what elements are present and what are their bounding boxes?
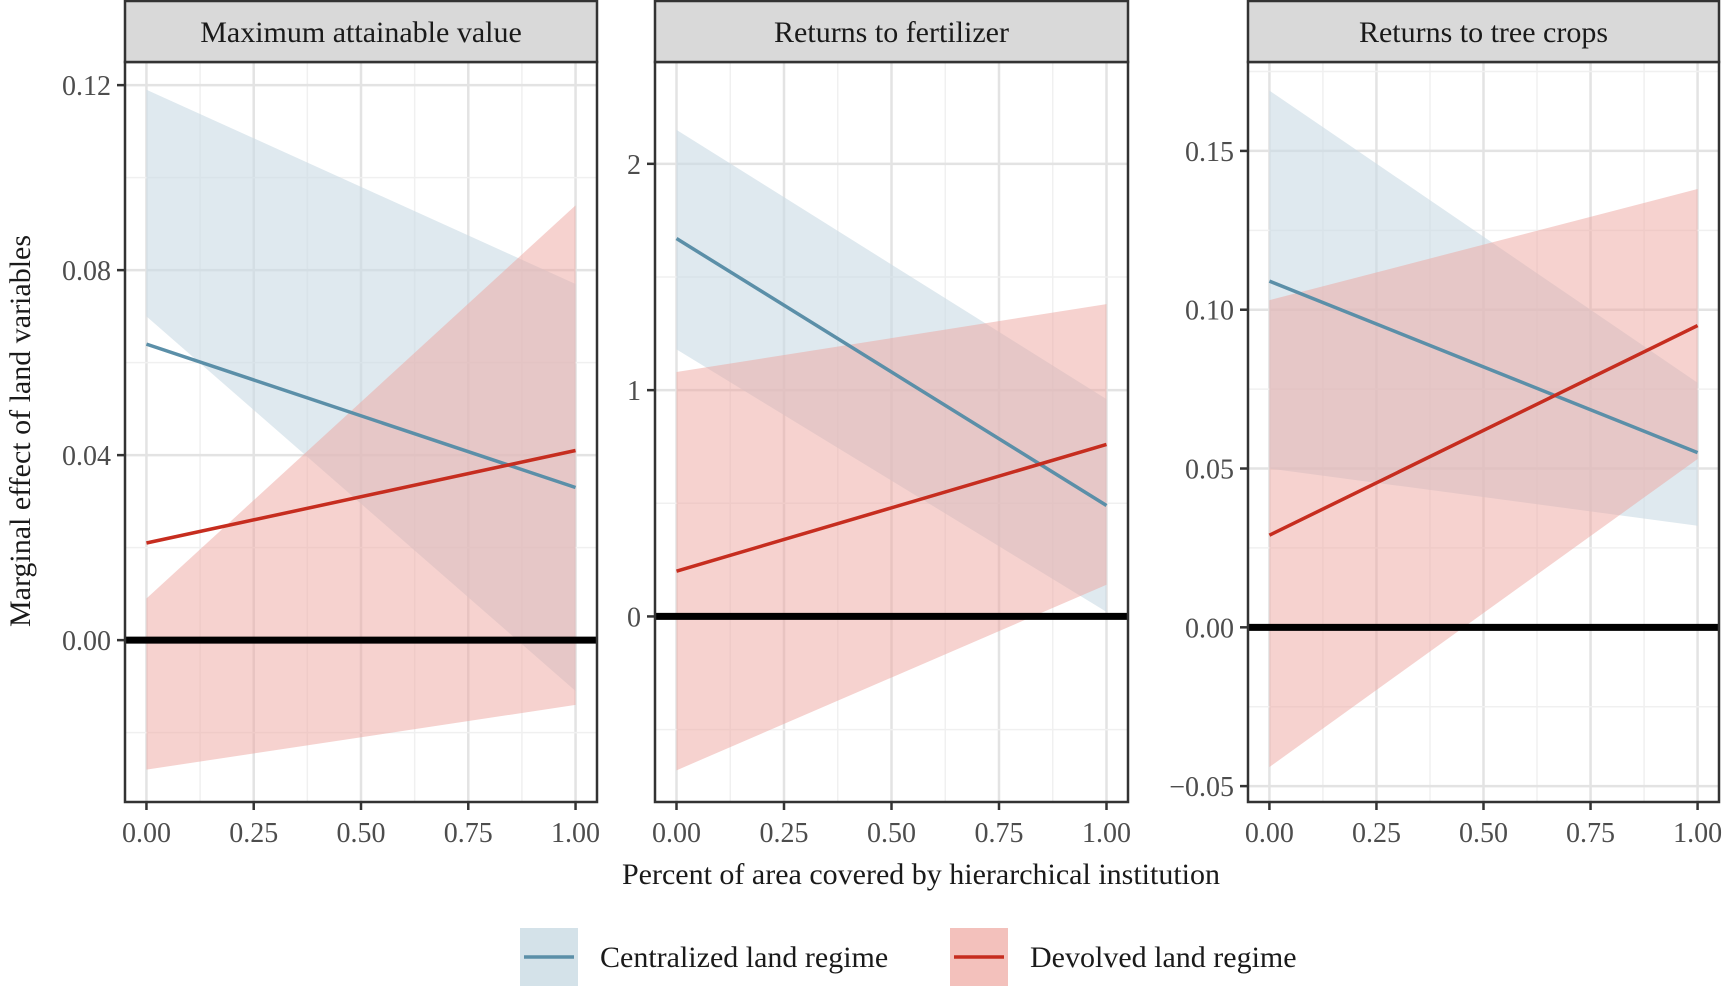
centralized-line	[145, 342, 577, 490]
x-tick-label: 1.00	[551, 818, 600, 849]
x-axis-title: Percent of area covered by hierarchical …	[622, 858, 1220, 891]
x-tick-label: 0.75	[1566, 818, 1615, 849]
y-tick-label: 0.10	[1185, 296, 1234, 327]
x-tick-label: 0.50	[1459, 818, 1508, 849]
devolved-confidence-band	[1269, 189, 1698, 768]
y-tick-label: 0.12	[62, 71, 111, 102]
y-tick-label: 0.04	[62, 441, 111, 472]
x-tick-label: 0.25	[760, 818, 809, 849]
facet-panel: Maximum attainable value 0.00 0.04 0.08 0.12…	[62, 0, 600, 849]
legend-item-devolved: Devolved land regime	[950, 928, 1297, 986]
strip-background	[653, 0, 1130, 64]
strip-background	[1246, 0, 1721, 64]
legend-item-centralized: Centralized land regime	[520, 928, 888, 986]
x-tick-label: 0.00	[652, 818, 701, 849]
devolved-confidence-band	[146, 205, 576, 770]
y-tick-label: 0	[627, 602, 641, 633]
y-tick-label: 0.05	[1185, 455, 1234, 486]
x-tick-label: 0.25	[229, 818, 278, 849]
y-tick-label: −0.05	[1169, 772, 1234, 803]
centralized-line	[675, 237, 1108, 508]
strip-title: Returns to fertilizer	[774, 16, 1009, 49]
legend-label: Devolved land regime	[1030, 941, 1297, 974]
x-tick-label: 0.00	[122, 818, 171, 849]
facet-panel: Returns to fertilizer 0 1 2 0.00 0.25 0.50 0.75…	[627, 0, 1131, 849]
x-tick-label: 1.00	[1082, 818, 1131, 849]
y-tick-label: 0.00	[1185, 613, 1234, 644]
x-tick-label: 0.50	[867, 818, 916, 849]
facet-panel: Returns to tree crops −0.05 0.00 0.05 0.10 0.…	[1169, 0, 1722, 849]
legend: Centralized land regime Devolved land reg…	[520, 928, 1297, 986]
x-tick-label: 0.75	[975, 818, 1024, 849]
y-tick-label: 0.08	[62, 256, 111, 287]
devolved-line	[1268, 324, 1699, 537]
devolved-confidence-band	[676, 304, 1107, 771]
x-tick-label: 0.50	[337, 818, 386, 849]
x-tick-label: 0.00	[1245, 818, 1294, 849]
strip-title: Returns to tree crops	[1359, 16, 1608, 49]
devolved-line	[676, 442, 1107, 573]
strip-title: Maximum attainable value	[200, 16, 522, 49]
x-tick-label: 1.00	[1673, 818, 1722, 849]
y-axis-title: Marginal effect of land variables	[4, 235, 37, 627]
legend-label: Centralized land regime	[600, 941, 888, 974]
y-tick-label: 0.15	[1185, 137, 1234, 168]
x-tick-label: 0.25	[1352, 818, 1401, 849]
chart-panels: Maximum attainable value 0.00 0.04 0.08 0.12…	[62, 0, 1722, 849]
devolved-line	[146, 448, 576, 545]
y-tick-label: 2	[627, 150, 641, 181]
y-tick-label: 1	[627, 376, 641, 407]
centralized-line	[1268, 279, 1699, 455]
x-tick-label: 0.75	[444, 818, 493, 849]
strip-background	[123, 0, 599, 64]
y-tick-label: 0.00	[62, 626, 111, 657]
